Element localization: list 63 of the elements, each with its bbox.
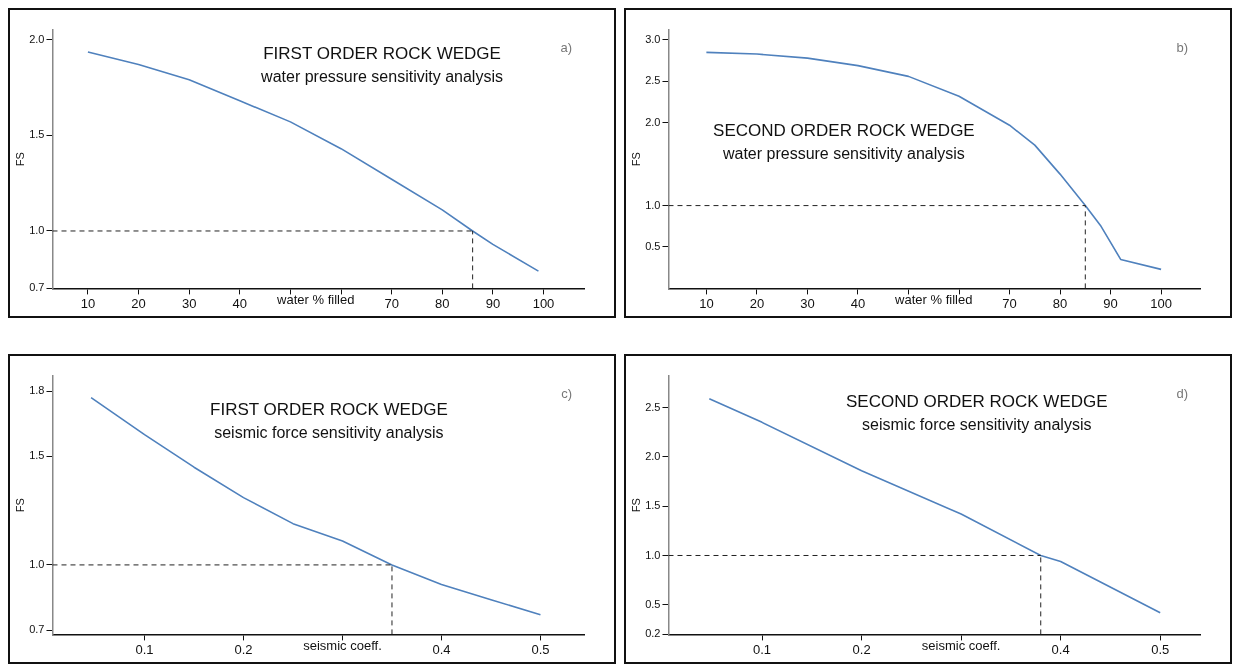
x-tick-label: 10 — [699, 295, 714, 311]
y-tick-label: 0.5 — [645, 240, 661, 253]
x-tick-label: 0.4 — [1051, 641, 1070, 657]
annotation: b) — [1176, 40, 1188, 56]
x-tick-label: 40 — [850, 295, 866, 311]
y-tick-label: 1.0 — [645, 198, 661, 211]
y-tick-label: 1.0 — [29, 224, 45, 237]
x-tick-label: 30 — [181, 295, 197, 311]
x-tick-label: 0.5 — [531, 641, 550, 657]
y-tick-label: 1.5 — [645, 499, 661, 512]
y-axis-title: FS — [13, 498, 26, 513]
text: SECOND ORDER ROCK WEDGE — [845, 392, 1108, 412]
y-tick-label: 0.2 — [645, 627, 661, 640]
y-tick-label: 2.0 — [645, 115, 661, 128]
x-tick-label: 70 — [1002, 295, 1017, 311]
y-tick-label: 2.5 — [645, 400, 661, 413]
y-axis-title: FS — [629, 498, 642, 513]
x-tick-label: 0.1 — [753, 641, 772, 657]
x-tick-label: 30 — [800, 295, 815, 311]
x-axis-title: seismic coeff. — [303, 638, 382, 654]
annotation: a) — [560, 40, 572, 56]
x-tick-label: 80 — [1052, 295, 1068, 311]
text: water pressure sensitivity analysis — [260, 67, 503, 85]
x-tick-label: 20 — [749, 295, 765, 311]
text: SECOND ORDER ROCK WEDGE — [713, 121, 975, 141]
text: seismic force sensitivity analysis — [862, 416, 1092, 434]
text: seismic force sensitivity analysis — [214, 424, 444, 442]
x-tick-label: 100 — [532, 295, 555, 311]
x-tick-label: 90 — [485, 295, 501, 311]
x-tick-label: 0.4 — [432, 641, 451, 657]
text: FIRST ORDER ROCK WEDGE — [210, 400, 448, 420]
y-tick-label: 3.0 — [645, 32, 661, 45]
annotation: d) — [1176, 386, 1188, 402]
y-tick-label: 0.7 — [29, 281, 45, 294]
x-axis-title: seismic coeff. — [921, 638, 1001, 654]
text: water pressure sensitivity analysis — [721, 145, 965, 163]
text: FIRST ORDER ROCK WEDGE — [263, 43, 501, 63]
y-tick-label: 2.5 — [645, 74, 661, 87]
x-tick-label: 90 — [1103, 295, 1118, 311]
x-tick-label: 0.5 — [1151, 641, 1170, 657]
y-axis-title: FS — [629, 152, 642, 167]
x-tick-label: 70 — [384, 295, 399, 311]
y-tick-label: 2.0 — [29, 32, 45, 45]
y-tick-label: 1.5 — [29, 449, 45, 462]
y-tick-label: 1.0 — [29, 557, 45, 570]
x-tick-label: 10 — [80, 295, 96, 311]
x-tick-label: 80 — [435, 295, 450, 311]
x-tick-label: 0.2 — [234, 641, 253, 657]
x-axis-title: water % filled — [894, 292, 973, 308]
y-tick-label: 0.7 — [29, 623, 45, 636]
x-tick-label: 0.1 — [135, 641, 154, 657]
x-tick-label: 20 — [131, 295, 146, 311]
x-tick-label: 0.2 — [852, 641, 871, 657]
x-tick-label: 40 — [232, 295, 248, 311]
y-tick-label: 1.8 — [29, 384, 45, 397]
y-axis-title: FS — [13, 152, 26, 167]
annotation: c) — [561, 386, 572, 402]
y-tick-label: 1.5 — [29, 128, 45, 141]
x-tick-label: 100 — [1150, 295, 1172, 311]
x-axis-title: water % filled — [276, 292, 355, 308]
y-tick-label: 1.0 — [645, 548, 661, 561]
y-tick-label: 0.5 — [645, 597, 661, 610]
y-tick-label: 2.0 — [645, 449, 661, 462]
